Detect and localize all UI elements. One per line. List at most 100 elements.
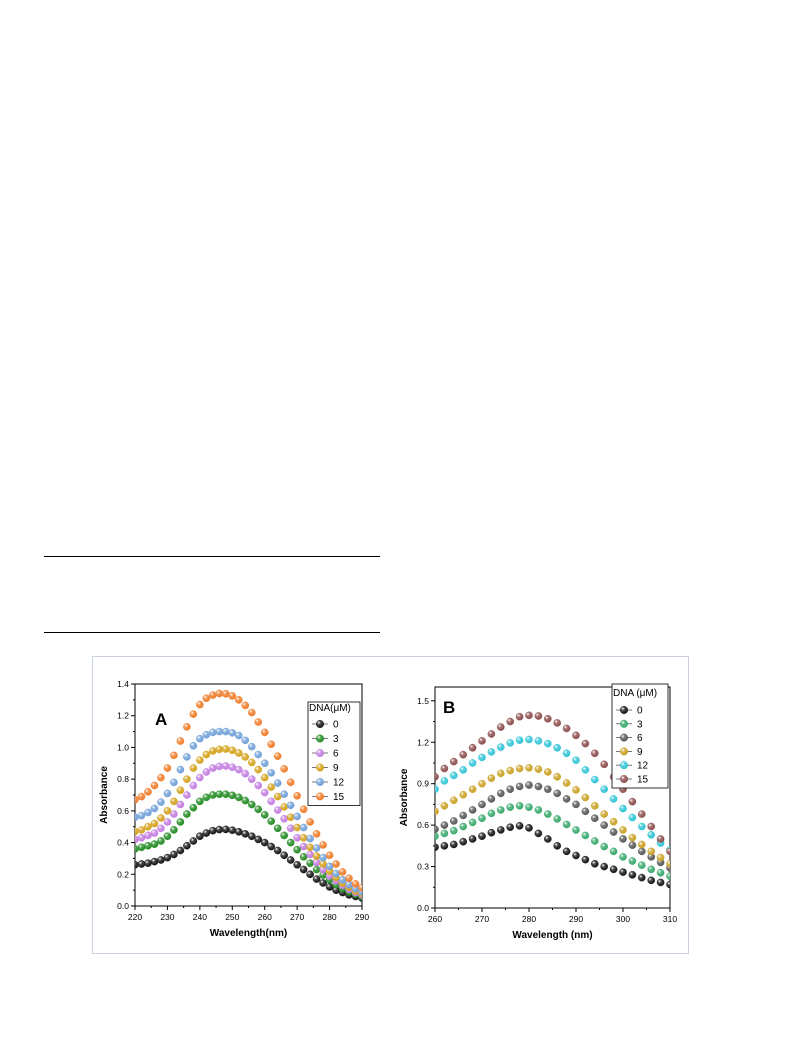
data-point <box>209 747 217 755</box>
y-tick-label: 0.0 <box>417 903 429 913</box>
data-point <box>319 841 327 849</box>
data-point <box>312 830 321 838</box>
data-point <box>572 851 580 860</box>
data-point <box>247 775 256 783</box>
data-point <box>144 808 152 817</box>
data-point <box>306 834 314 843</box>
data-point <box>656 868 665 877</box>
data-point <box>666 880 670 889</box>
data-point <box>515 801 524 810</box>
data-point <box>468 835 477 843</box>
data-point <box>468 759 477 767</box>
data-point <box>637 873 646 882</box>
data-point <box>286 824 295 833</box>
data-point <box>543 714 552 723</box>
data-point <box>150 804 159 813</box>
data-point <box>260 759 269 768</box>
data-point <box>572 786 580 794</box>
data-point <box>209 791 217 799</box>
data-point <box>534 829 543 838</box>
data-point <box>157 824 165 833</box>
legend-entry-12: 12 <box>616 761 649 772</box>
series-15-points <box>135 689 362 892</box>
legend-label: 12 <box>637 761 649 772</box>
data-point <box>221 790 230 799</box>
data-point <box>497 789 505 798</box>
legend-entry-3: 3 <box>312 734 339 745</box>
x-tick-label: 310 <box>663 914 677 924</box>
data-point <box>619 835 627 843</box>
data-point <box>299 823 308 832</box>
data-point <box>647 865 656 874</box>
data-point <box>215 825 224 834</box>
data-point <box>267 842 275 851</box>
data-point <box>497 723 505 731</box>
data-point <box>628 833 637 842</box>
legend-title: DNA (μM) <box>613 688 657 699</box>
data-point <box>196 756 204 764</box>
data-point <box>609 817 618 826</box>
data-point <box>241 753 250 761</box>
data-point <box>590 749 599 758</box>
legend-marker <box>619 761 628 770</box>
data-point <box>241 796 250 805</box>
legend-title: DNA(μM) <box>309 703 351 714</box>
data-point <box>221 825 230 834</box>
data-point <box>332 860 340 868</box>
data-point <box>619 804 627 813</box>
chart-panel-b: 260 270 280 290 300 310 0.0 0.3 0.6 0.9 1.2 1.5 Wave… <box>399 683 677 941</box>
data-point <box>137 826 146 834</box>
data-point <box>299 805 308 814</box>
data-point <box>202 730 211 739</box>
data-point <box>135 860 139 869</box>
data-point <box>435 785 439 794</box>
data-point <box>619 826 627 834</box>
data-point <box>487 748 496 756</box>
separator-line-top <box>44 556 380 557</box>
data-point <box>273 779 282 787</box>
data-point <box>280 765 288 773</box>
data-point <box>553 772 561 781</box>
data-point <box>459 837 467 846</box>
data-point <box>144 788 152 796</box>
y-tick-label: 0.6 <box>117 806 129 816</box>
data-point <box>260 838 269 847</box>
data-point <box>196 773 204 782</box>
data-point <box>299 865 308 874</box>
y-tick-label: 1.2 <box>117 711 129 721</box>
data-point <box>478 832 486 840</box>
data-point <box>534 765 543 773</box>
x-axis-title: Wavelength (nm) <box>512 930 592 941</box>
data-point <box>534 712 543 720</box>
series-3-points <box>135 790 362 901</box>
data-point <box>234 731 243 740</box>
data-point <box>144 859 152 867</box>
data-point <box>189 803 198 812</box>
data-point <box>562 749 571 758</box>
legend-label: 6 <box>333 749 339 760</box>
data-point <box>319 853 327 862</box>
data-point <box>450 817 458 825</box>
data-point <box>478 800 486 809</box>
data-point <box>487 730 496 738</box>
data-point <box>637 847 646 856</box>
series-0-points <box>435 822 670 889</box>
data-point <box>628 797 637 806</box>
data-point <box>666 860 670 868</box>
data-point <box>215 790 224 799</box>
data-point <box>135 827 139 836</box>
data-point <box>176 818 185 826</box>
data-point <box>525 711 533 720</box>
y-tick-label: 0.2 <box>117 869 129 879</box>
data-point <box>202 694 211 703</box>
data-point <box>487 795 496 803</box>
data-point <box>515 782 524 791</box>
data-point <box>515 764 524 773</box>
data-point <box>543 835 552 843</box>
data-point <box>228 746 237 755</box>
data-point <box>332 869 340 878</box>
data-point <box>647 822 656 831</box>
data-point <box>176 765 185 774</box>
data-point <box>299 842 308 851</box>
legend-label: 15 <box>333 792 345 803</box>
